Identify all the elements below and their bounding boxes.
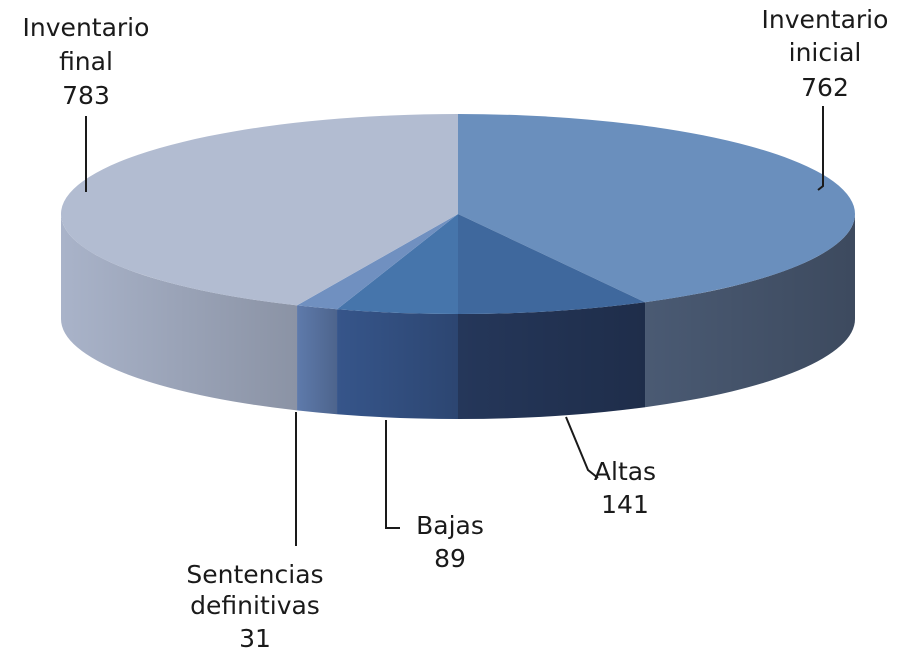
pie-side-shade-inventario-inicial xyxy=(645,214,855,408)
pie-side-shade-altas xyxy=(458,302,646,419)
leader-line-altas xyxy=(565,416,599,479)
slice-category-label: Inventario xyxy=(23,13,150,42)
data-label-inventario-final: Inventario final 783 xyxy=(23,13,150,192)
leader-line-bajas xyxy=(385,420,400,529)
pie-tops xyxy=(60,114,855,314)
pie-slice-sentencias-definitivas xyxy=(297,214,458,310)
slice-value-label: 31 xyxy=(239,624,271,653)
slice-category-label: Inventario xyxy=(762,5,889,34)
pie-slice-bajas xyxy=(337,214,458,314)
slice-value-label: 141 xyxy=(601,490,649,519)
pie-side-shade-bajas xyxy=(337,309,458,419)
slice-category-label: Sentencias xyxy=(186,560,323,589)
data-label-altas: Altas 141 xyxy=(565,416,656,519)
pie-slice-altas xyxy=(458,214,646,314)
leader-line-inventario-inicial xyxy=(817,106,824,191)
pie-sides xyxy=(61,214,855,419)
slice-value-label: 762 xyxy=(801,73,849,102)
data-label-bajas: Bajas 89 xyxy=(385,420,484,573)
data-label-inventario-inicial: Inventario inicial 762 xyxy=(762,5,889,191)
pie-side-shade-inventario-final xyxy=(61,214,298,411)
slice-category-label: Altas xyxy=(594,457,656,486)
pie-labels: Inventario inicial 762 Altas 141 Bajas 89 Sente… xyxy=(23,5,889,653)
pie-slice-inventario-inicial xyxy=(458,114,855,303)
slice-value-label: 783 xyxy=(62,81,110,110)
slice-category-label: definitivas xyxy=(190,591,320,620)
pie-slice-inventario-final xyxy=(60,114,459,306)
slice-category-label: inicial xyxy=(789,38,862,67)
slice-category-label: Bajas xyxy=(416,511,484,540)
slice-category-label: final xyxy=(59,47,113,76)
slice-value-label: 89 xyxy=(434,544,466,573)
pie-side-shade-sentencias-definitivas xyxy=(297,305,338,415)
